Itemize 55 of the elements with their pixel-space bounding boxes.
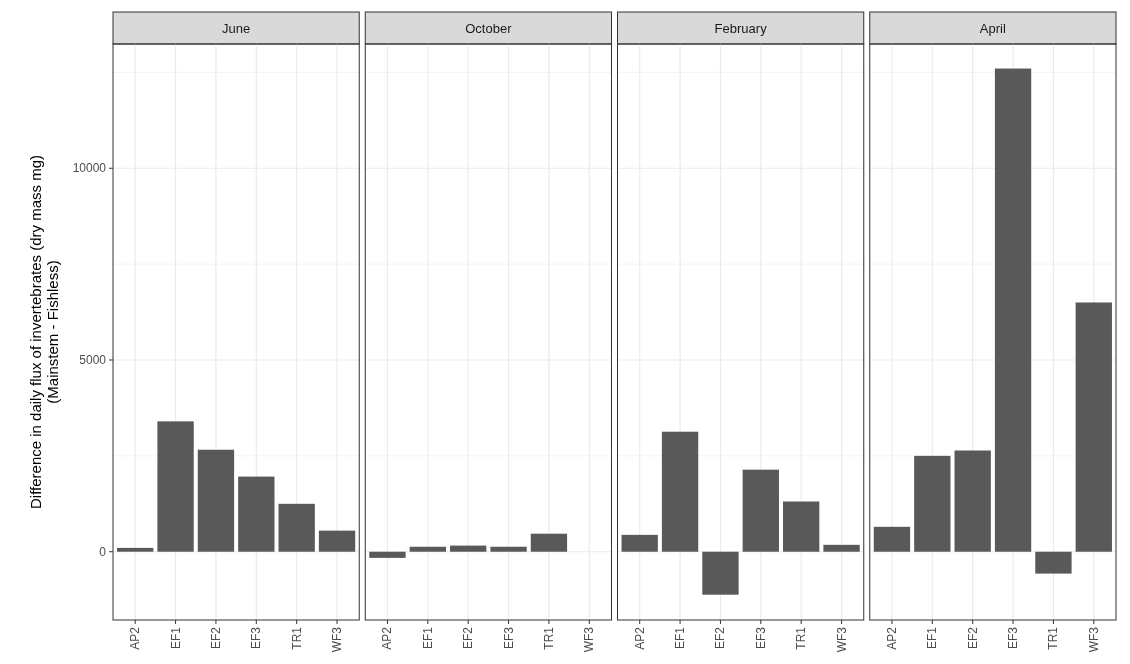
bar (783, 501, 820, 552)
bar (914, 455, 951, 552)
y-axis-title: Difference in daily flux of invertebrates (dry mass mg) (Mainstem - Fishless) (27, 154, 61, 510)
bar (621, 534, 658, 552)
x-tick-label: AP2 (632, 626, 647, 650)
bar (238, 476, 275, 552)
x-tick-label: EF2 (461, 626, 476, 650)
bar (157, 421, 194, 552)
x-tick-label: EF3 (249, 626, 264, 650)
bar (1075, 302, 1112, 552)
x-tick-label: EF2 (713, 626, 728, 650)
x-tick-label: EF3 (753, 626, 768, 650)
x-tick-label: TR1 (1046, 626, 1061, 650)
x-tick-label: EF1 (168, 626, 183, 650)
bar (197, 449, 235, 552)
chart-title: October (465, 21, 513, 36)
bar (702, 551, 739, 595)
bar (369, 551, 406, 558)
y-tick-label: 0 (99, 544, 107, 559)
bar (661, 431, 699, 552)
x-tick-label: EF3 (501, 626, 516, 650)
x-tick-label: WF3 (330, 626, 345, 653)
x-tick-label: EF1 (925, 626, 940, 650)
x-tick-label: AP2 (380, 626, 395, 650)
y-tick-label: 10000 (72, 161, 107, 176)
x-tick-label: WF3 (582, 626, 597, 653)
bar (409, 546, 446, 552)
bar (318, 530, 356, 552)
x-tick-label: EF2 (965, 626, 980, 650)
chart-title: June (222, 21, 251, 36)
bar (954, 450, 991, 552)
bar (873, 526, 911, 552)
bar (994, 68, 1032, 552)
x-tick-label: AP2 (884, 626, 899, 650)
x-tick-label: TR1 (794, 626, 809, 650)
bar (117, 547, 154, 552)
bar (450, 545, 487, 552)
x-tick-label: EF2 (208, 626, 223, 650)
y-tick-label: 5000 (79, 352, 107, 367)
x-tick-label: EF3 (1006, 626, 1021, 650)
x-tick-label: TR1 (289, 626, 304, 650)
chart-title: April (979, 21, 1006, 36)
bar (530, 533, 568, 552)
bar (742, 469, 779, 552)
bar (278, 503, 315, 552)
x-tick-label: EF1 (673, 626, 688, 650)
x-tick-label: WF3 (834, 626, 849, 653)
x-tick-label: TR1 (541, 626, 556, 650)
chart-title: February (714, 21, 768, 36)
x-tick-label: AP2 (128, 626, 143, 650)
x-tick-label: EF1 (420, 626, 435, 650)
bar (1035, 551, 1072, 574)
x-tick-label: WF3 (1086, 626, 1101, 653)
bar (823, 544, 860, 552)
bar (490, 546, 527, 552)
